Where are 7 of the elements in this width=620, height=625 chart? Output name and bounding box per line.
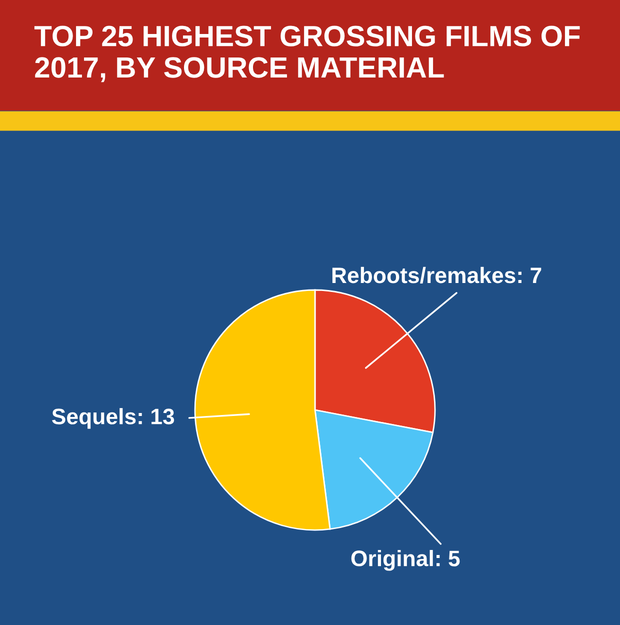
data-label: : 13 [138,408,174,424]
slice-label: Reboots/remakes [332,266,516,284]
slice-label: Original [351,550,433,571]
data-label: : 7 [518,268,542,284]
data-label: : 5 [436,550,460,566]
slice-label: Sequels [52,408,136,429]
chart-title: TOP 25 HIGHEST GROSSING FILMS OF 2017, BY SOURCE MATERIAL [34,26,580,82]
